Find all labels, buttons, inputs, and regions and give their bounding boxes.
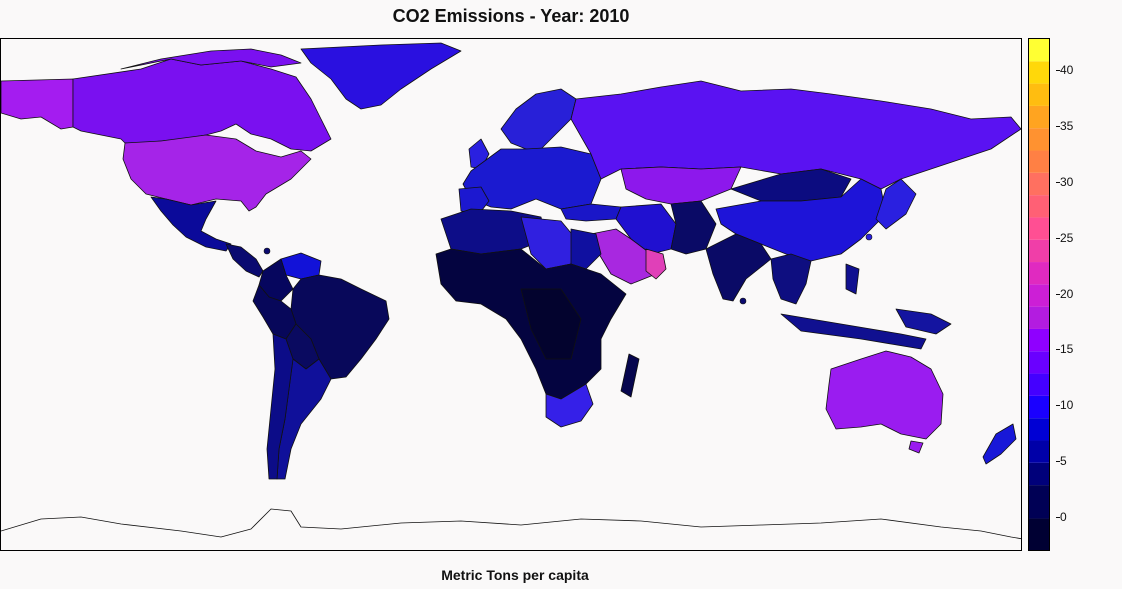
colorbar-band-11: [1029, 262, 1049, 285]
region-australia: [825, 350, 944, 440]
region-indonesia: [780, 313, 927, 350]
region-gulf-states: [645, 248, 667, 280]
colorbar-band-5: [1029, 395, 1049, 419]
colorbar-tick-label: 0: [1056, 509, 1067, 524]
colorbar-band-13: [1029, 217, 1049, 240]
colorbar-band-7: [1029, 351, 1049, 374]
colorbar-tick-label: 15: [1055, 342, 1074, 357]
region-southeast-asia: [770, 253, 812, 305]
region-new-zealand: [982, 423, 1017, 465]
colorbar-tick-label: 35: [1055, 119, 1074, 134]
region-madagascar: [620, 353, 640, 398]
colorbar-band-1: [1029, 485, 1049, 519]
region-greenland: [300, 42, 462, 110]
colorbar-band-19: [1029, 83, 1049, 106]
colorbar-ticks: 0 5 10 15 20 25 30 35 40: [1052, 38, 1112, 551]
region-egypt: [570, 228, 602, 270]
colorbar-band-21: [1029, 39, 1049, 62]
legend-title: Metric Tons per capita: [441, 567, 589, 583]
colorbar-band-4: [1029, 418, 1049, 441]
colorbar-tick-label: 30: [1055, 174, 1074, 189]
region-antarctica: [1, 508, 1021, 540]
region-iran: [615, 203, 677, 255]
region-venezuela: [280, 252, 322, 280]
region-taiwan: [865, 233, 873, 241]
region-south-africa: [545, 383, 594, 428]
colorbar-band-0: [1029, 518, 1049, 550]
colorbar-band-9: [1029, 306, 1049, 329]
colorbar-band-16: [1029, 150, 1049, 173]
colorbar-band-17: [1029, 128, 1049, 151]
colorbar-band-12: [1029, 239, 1049, 263]
colorbar-tick-label: 20: [1055, 286, 1074, 301]
colorbar-tick-label: 25: [1055, 230, 1074, 245]
colorbar-band-18: [1029, 105, 1049, 129]
colorbar-band-20: [1029, 61, 1049, 84]
region-kazakhstan: [620, 166, 742, 205]
region-sri-lanka: [739, 297, 747, 305]
region-new-guinea: [895, 308, 952, 335]
colorbar-band-8: [1029, 328, 1049, 352]
region-central-america: [225, 243, 264, 278]
region-philippines: [845, 263, 860, 295]
world-map: [0, 38, 1022, 551]
region-korea-japan: [875, 178, 917, 230]
region-scandinavia: [500, 88, 577, 150]
region-mexico: [150, 196, 232, 252]
colorbar-band-15: [1029, 172, 1049, 196]
region-arctic-islands: [120, 48, 302, 70]
region-chile: [266, 333, 294, 480]
region-alaska: [1, 78, 74, 130]
region-tasmania: [908, 440, 924, 454]
colorbar-tick-label: 5: [1056, 453, 1067, 468]
region-india: [705, 233, 772, 302]
colorbar: [1028, 38, 1050, 551]
colorbar-tick-label: 10: [1055, 398, 1074, 413]
colorbar-band-10: [1029, 284, 1049, 307]
region-iberia: [458, 186, 490, 215]
colorbar-band-6: [1029, 373, 1049, 396]
colorbar-tick-label: 40: [1055, 63, 1074, 78]
region-caribbean: [263, 247, 271, 255]
colorbar-band-3: [1029, 440, 1049, 463]
colorbar-band-14: [1029, 195, 1049, 218]
region-mongolia: [730, 168, 852, 202]
region-usa: [122, 134, 312, 212]
colorbar-band-2: [1029, 462, 1049, 486]
region-afghanistan-pakistan: [670, 200, 717, 255]
region-central-africa: [520, 288, 582, 360]
chart-title: CO2 Emissions - Year: 2010: [392, 6, 630, 26]
